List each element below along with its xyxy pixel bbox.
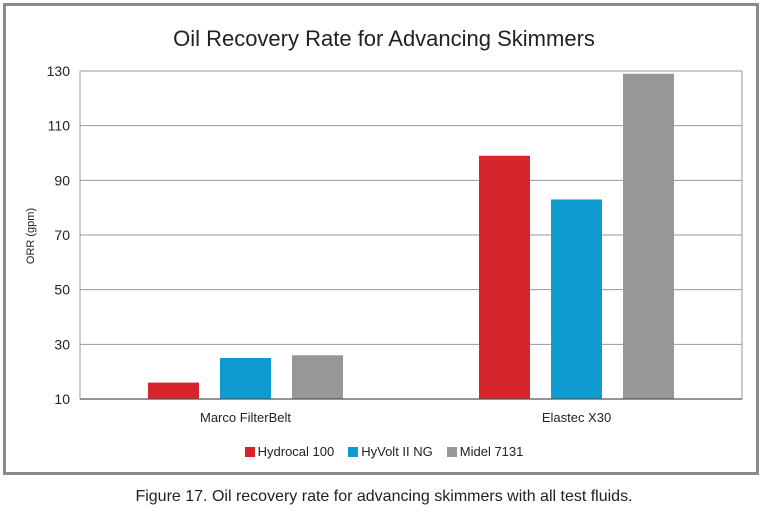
y-tick-label: 50 [54,282,70,298]
x-tick-label: Elastec X30 [542,410,611,425]
legend-item: HyVolt II NG [348,444,433,459]
y-tick-label: 110 [48,118,71,134]
y-tick-label: 70 [54,227,70,243]
bars [148,73,674,399]
legend-label: Midel 7131 [459,444,524,459]
bar-hyvolt-ii-ng [551,199,602,399]
bar-hyvolt-ii-ng [220,358,271,399]
legend-item: Hydrocal 100 [244,444,335,459]
x-tick-label: Marco FilterBelt [200,410,291,425]
y-tick-label: 90 [54,172,70,188]
y-tick-label: 10 [54,391,70,407]
legend-item: Midel 7131 [446,444,524,459]
axes: 10 30 50 70 90 110 130 Marco FilterBelt Elastec … [47,63,743,425]
legend-label: Hydrocal 100 [257,444,335,459]
legend-label: HyVolt II NG [361,444,433,459]
chart-title: Oil Recovery Rate for Advancing Skimmers [173,26,595,51]
y-tick-label: 130 [47,63,71,79]
y-axis-label: ORR (gpm) [25,208,37,264]
legend: Hydrocal 100 HyVolt II NG Midel 7131 [0,444,768,459]
bar-midel-7131 [292,355,343,399]
legend-swatch [244,447,255,457]
bar-hydrocal-100 [148,382,199,399]
legend-swatch [446,447,457,457]
figure-caption: Figure 17. Oil recovery rate for advanci… [135,488,633,505]
y-tick-label: 30 [54,336,70,352]
bar-hydrocal-100 [479,155,530,399]
legend-swatch [348,447,359,457]
bar-midel-7131 [623,73,674,399]
